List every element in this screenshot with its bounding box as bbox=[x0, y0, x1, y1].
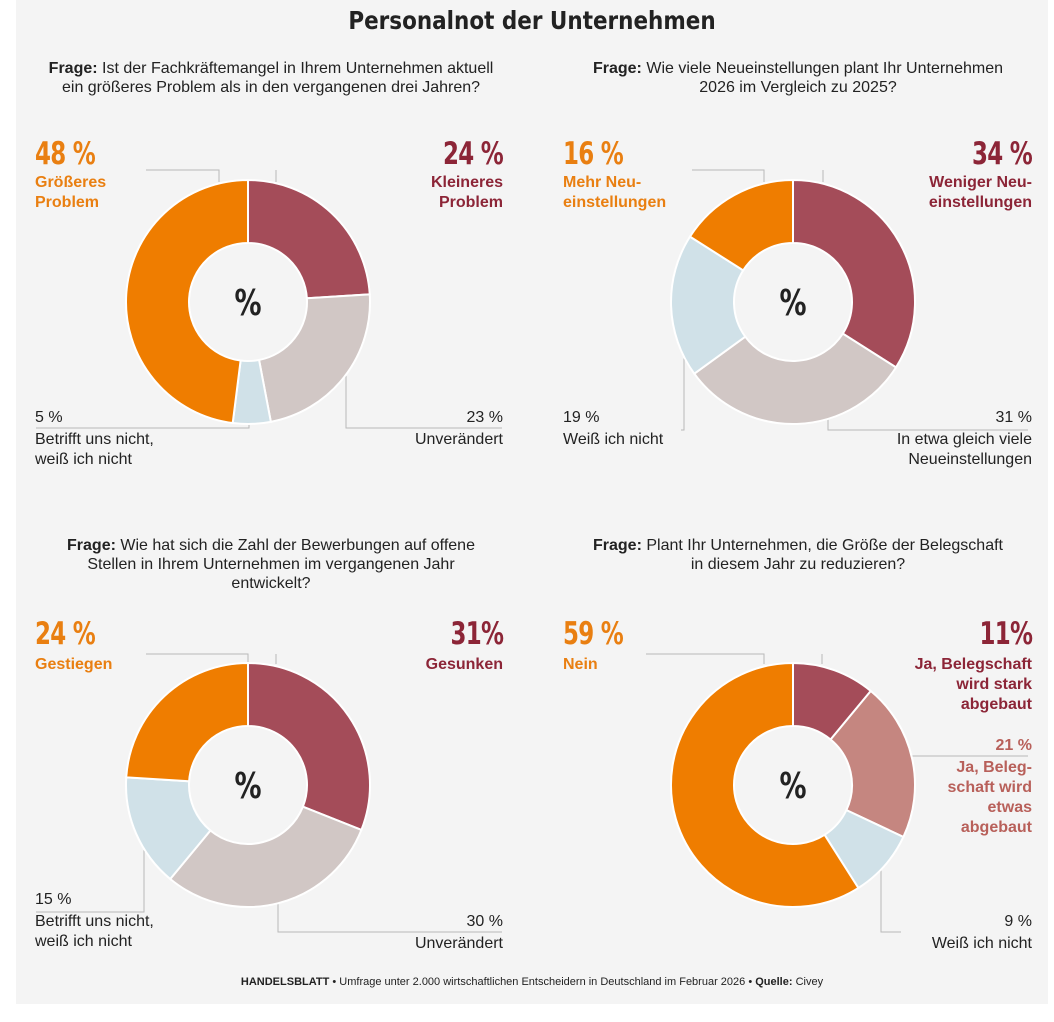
slice-unveraendert bbox=[257, 293, 371, 424]
slice-groesseres-problem bbox=[125, 178, 249, 425]
footer-source-label: Quelle: bbox=[755, 976, 793, 988]
value-label-groesseres-problem: 48 % bbox=[35, 136, 96, 172]
value-label-betrifft-nicht: 15 % bbox=[35, 891, 72, 908]
label-kleineres-problem: Kleineres Problem bbox=[430, 174, 503, 211]
label-nein: Nein bbox=[563, 656, 598, 673]
leader-line bbox=[146, 169, 220, 182]
leader-line bbox=[646, 653, 765, 664]
question-prefix: Frage: bbox=[67, 537, 116, 554]
label-groesseres-problem: Größeres Problem bbox=[35, 174, 107, 211]
slice-nein bbox=[670, 661, 860, 908]
question-text: Plant Ihr Unternehmen, die Größe der Bel… bbox=[646, 537, 1003, 573]
label-gleich-viele: In etwa gleich viele Neueinstellungen bbox=[896, 431, 1032, 468]
center-percent-label: % bbox=[779, 764, 806, 807]
value-label-gestiegen: 24 % bbox=[35, 616, 96, 652]
question-text: Wie viele Neueinstellungen plant Ihr Unt… bbox=[646, 60, 1003, 96]
footer: HANDELSBLATT • Umfrage unter 2.000 wirts… bbox=[16, 976, 1048, 988]
value-label-gleich-viele: 31 % bbox=[995, 409, 1032, 426]
footer-brand: HANDELSBLATT bbox=[240, 976, 330, 988]
label-gesunken: Gesunken bbox=[425, 656, 503, 673]
label-unveraendert: Unverändert bbox=[414, 935, 503, 952]
donut-chart-1: % bbox=[36, 169, 502, 429]
slice-gleich-viele bbox=[692, 332, 898, 425]
label-betrifft-nicht: Betrifft uns nicht, weiß ich nicht bbox=[35, 913, 154, 950]
center-percent-label: % bbox=[234, 764, 261, 807]
infographic: %%%% Personalnot der Unternehmen Frage: … bbox=[16, 0, 1048, 1004]
question-4: Frage: Plant Ihr Unternehmen, die Größe … bbox=[593, 536, 1003, 574]
footer-text: • Umfrage unter 2.000 wirtschaftlichen E… bbox=[329, 976, 756, 988]
label-unveraendert: Unverändert bbox=[414, 431, 503, 448]
donut-chart-3: % bbox=[36, 653, 502, 933]
donut-chart-4: % bbox=[646, 653, 1028, 933]
label-mehr: Mehr Neu- einstellungen bbox=[563, 174, 667, 211]
label-etwas-abgebaut: Ja, Beleg- schaft wird etwas abgebaut bbox=[947, 759, 1032, 836]
leader-line bbox=[36, 850, 145, 913]
value-label-gesunken: 31% bbox=[450, 616, 503, 652]
question-prefix: Frage: bbox=[48, 60, 98, 77]
value-label-etwas-abgebaut: 21 % bbox=[995, 737, 1032, 754]
slice-weniger bbox=[792, 178, 916, 369]
value-label-weiss-nicht: 9 % bbox=[1004, 913, 1032, 930]
value-label-stark-abgebaut: 11% bbox=[979, 616, 1032, 652]
page-title: Personalnot der Unternehmen bbox=[348, 6, 716, 35]
question-prefix: Frage: bbox=[593, 537, 642, 554]
value-label-nein: 59 % bbox=[563, 616, 624, 652]
question-prefix: Frage: bbox=[592, 60, 642, 77]
value-label-weniger: 34 % bbox=[972, 136, 1033, 172]
slice-mehr bbox=[688, 178, 794, 272]
value-label-betrifft-nicht: 5 % bbox=[35, 409, 63, 426]
slice-gesunken bbox=[247, 661, 371, 832]
leader-line bbox=[880, 868, 901, 933]
slice-gestiegen bbox=[125, 661, 249, 783]
leader-line bbox=[692, 169, 765, 182]
label-weiss-nicht: Weiß ich nicht bbox=[563, 431, 664, 448]
slice-unveraendert bbox=[168, 805, 363, 908]
label-betrifft-nicht: Betrifft uns nicht, weiß ich nicht bbox=[35, 431, 154, 468]
value-label-weiss-nicht: 19 % bbox=[563, 409, 600, 426]
label-weniger: Weniger Neu- einstellungen bbox=[928, 174, 1032, 211]
donut-chart-2: % bbox=[670, 169, 1028, 431]
question-1: Frage: Ist der Fachkräftemangel in Ihrem… bbox=[36, 59, 506, 97]
donut-charts: %%%% bbox=[36, 169, 1028, 933]
question-text: Wie hat sich die Zahl der Bewerbungen au… bbox=[87, 537, 475, 592]
question-2: Frage: Wie viele Neueinstellungen plant … bbox=[578, 59, 1018, 97]
question-text: Ist der Fachkräftemangel in Ihrem Untern… bbox=[61, 60, 494, 96]
value-label-unveraendert: 23 % bbox=[466, 409, 503, 426]
center-percent-label: % bbox=[234, 281, 261, 324]
slice-etwas-abgebaut bbox=[829, 689, 916, 839]
label-gestiegen: Gestiegen bbox=[35, 656, 113, 673]
footer-source: Civey bbox=[792, 976, 824, 988]
center-percent-label: % bbox=[779, 281, 806, 324]
leader-line bbox=[36, 424, 250, 429]
value-label-unveraendert: 30 % bbox=[466, 913, 503, 930]
leader-line bbox=[146, 653, 249, 664]
question-3: Frage: Wie hat sich die Zahl der Bewerbu… bbox=[56, 536, 486, 593]
value-label-mehr: 16 % bbox=[563, 136, 624, 172]
value-label-kleineres-problem: 24 % bbox=[443, 136, 504, 172]
label-stark-abgebaut: Ja, Belegschaft wird stark abgebaut bbox=[914, 656, 1032, 713]
leader-line bbox=[277, 900, 502, 933]
slice-kleineres-problem bbox=[247, 178, 371, 300]
label-weiss-nicht: Weiß ich nicht bbox=[931, 935, 1032, 952]
